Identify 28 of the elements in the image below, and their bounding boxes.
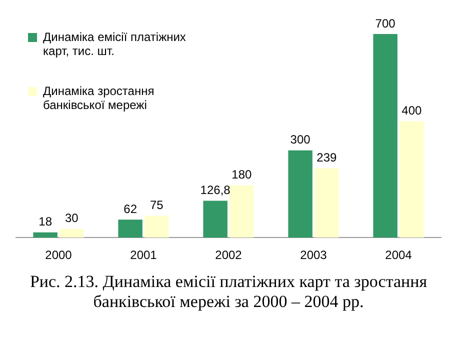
bar [288,150,312,238]
bar [60,228,84,238]
x-tick-label: 2004 [385,248,412,262]
x-tick-label: 2001 [130,248,158,262]
data-label: 126,8 [200,183,231,198]
data-label: 700 [375,16,396,30]
bar [230,185,254,238]
bar [373,34,398,238]
bar [203,200,228,238]
bar [118,220,142,238]
data-label: 180 [232,168,252,182]
x-tick-label: 2002 [215,248,242,262]
data-label: 18 [38,214,52,229]
legend-label: Динаміка зростання банківської мережі [43,84,156,112]
data-label: 62 [124,202,138,216]
legend-label: Динаміка емісії платіжних карт, тис. шт. [43,30,187,58]
data-label: 239 [316,150,338,164]
data-label: 75 [150,198,164,212]
data-label: 30 [64,211,79,226]
bar [400,121,424,238]
data-label: 400 [402,104,422,118]
bar [33,232,58,238]
x-tick-label: 2000 [45,248,72,262]
bar [144,216,169,238]
text: Рис. 2.13. Динаміка емісії платіжних карт та зростання банківської мережі за 2000 – 2004 рр. [28,271,428,312]
bar [314,168,339,238]
data-label: 300 [290,132,311,147]
x-tick-label: 2003 [300,248,328,262]
